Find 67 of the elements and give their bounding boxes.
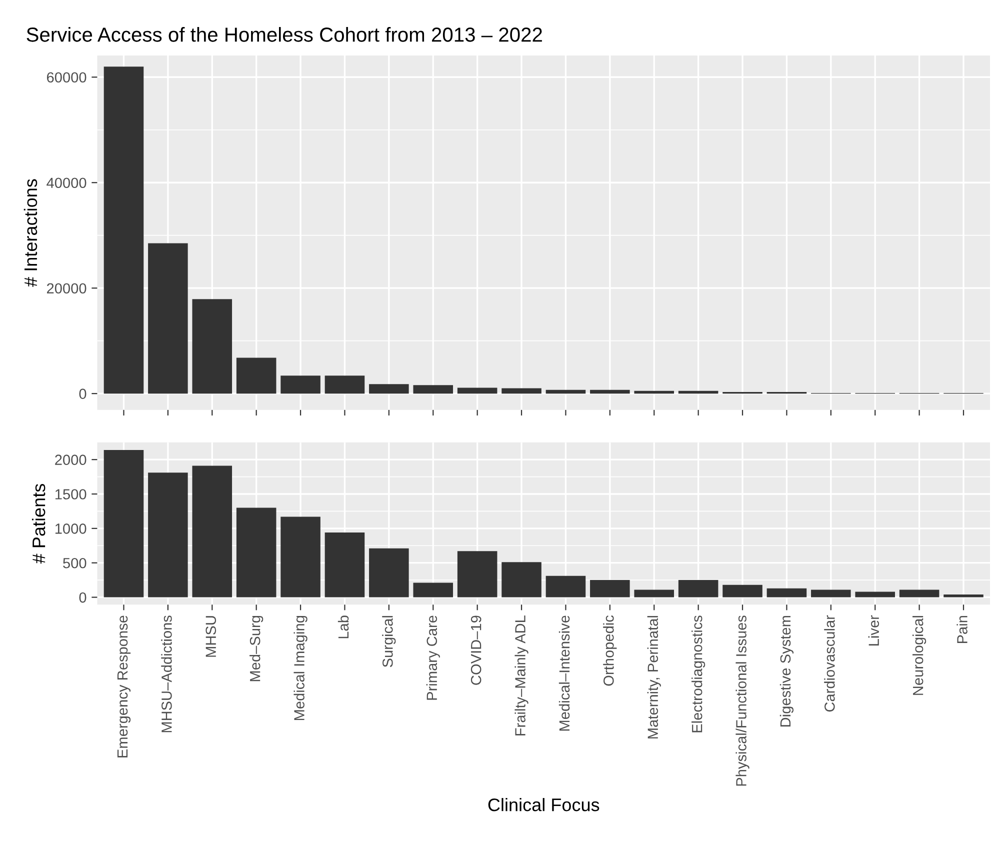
x-tick-label: Primary Care [426, 616, 440, 700]
y-axis-title: # Interactions [24, 179, 38, 287]
bar [811, 590, 851, 598]
bar [634, 390, 674, 394]
bar [546, 390, 586, 394]
x-tick-label: Medical–Intensive [558, 616, 570, 731]
bar [457, 388, 498, 394]
y-tick-label: 0 [79, 592, 86, 603]
y-tick-label: 1500 [55, 489, 86, 500]
bar [104, 66, 144, 394]
y-tick-label: 500 [63, 558, 86, 568]
x-tick-label: Medical Imaging [294, 616, 308, 720]
y-tick-label: 60000 [46, 72, 86, 83]
x-tick-label: Lab [338, 616, 349, 638]
x-tick-label: Pain [956, 616, 968, 644]
bar [722, 584, 762, 598]
x-tick-label: COVID–19 [470, 616, 482, 685]
bar [546, 576, 586, 598]
x-tick-label: Frailty–Mainly ADL [514, 616, 528, 736]
bar [899, 590, 940, 598]
x-tick-label: MHSU [206, 616, 216, 657]
y-tick-label: 40000 [46, 178, 86, 188]
bar [590, 390, 630, 394]
x-tick-label: Digestive System [780, 616, 794, 726]
bar [324, 376, 365, 394]
bar [369, 384, 409, 394]
bar [148, 243, 188, 394]
bar [766, 588, 807, 598]
bar [678, 390, 718, 394]
bar [590, 580, 630, 598]
bar [236, 508, 276, 598]
y-tick-label: 0 [79, 388, 86, 399]
chart-title: Service Access of the Homeless Cohort from 2013 – 2022 [26, 27, 542, 42]
x-axis-title: Clinical Focus [488, 798, 600, 812]
y-axis-title: # Patients [32, 484, 46, 564]
bar [634, 590, 674, 598]
bar [192, 466, 232, 598]
bar [678, 580, 718, 598]
bar [280, 516, 320, 598]
x-tick-label: Emergency Response [117, 616, 131, 758]
bar [104, 450, 144, 598]
bar [369, 548, 409, 598]
x-tick-label: Med–Surg [250, 616, 264, 682]
x-tick-label: Surgical [382, 616, 396, 668]
x-tick-label: Liver [868, 615, 880, 646]
y-tick-label: 1000 [55, 524, 86, 534]
bar [236, 358, 276, 394]
bar [148, 472, 188, 598]
bar [413, 385, 454, 394]
x-tick-label: Physical/Functional Issues [736, 616, 750, 786]
x-tick-label: Maternity, Perinatal [647, 616, 661, 738]
y-tick-label: 20000 [46, 283, 86, 294]
x-tick-label: MHSU–Addictions [161, 616, 172, 732]
x-tick-label: Orthopedic [603, 615, 617, 686]
bar [280, 376, 320, 394]
y-tick-label: 2000 [55, 454, 86, 466]
bar [944, 594, 984, 598]
bar [192, 299, 232, 394]
bar [502, 388, 542, 394]
bar [502, 562, 542, 598]
bar [855, 592, 895, 598]
x-tick-label: Electrodiagnostics [692, 616, 706, 732]
bar [457, 551, 498, 598]
x-tick-label: Neurological [912, 616, 926, 695]
bar [324, 532, 365, 598]
x-tick-label: Cardiovascular [824, 615, 835, 712]
bar [413, 582, 454, 598]
